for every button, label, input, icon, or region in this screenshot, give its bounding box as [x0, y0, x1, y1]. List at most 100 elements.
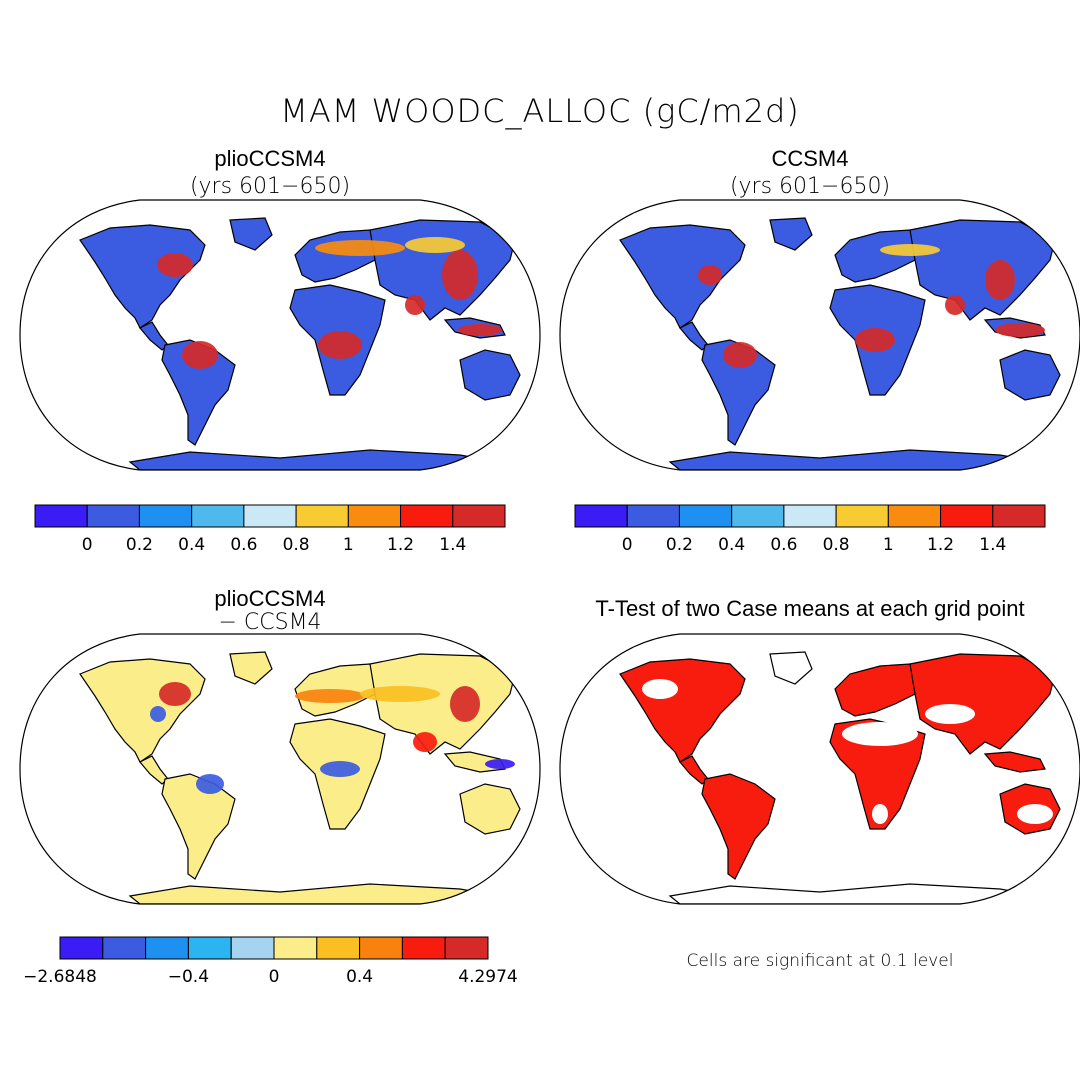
hotspot-2 [318, 331, 362, 359]
not-significant-area-3 [642, 679, 678, 699]
continent-greenland [769, 217, 813, 251]
continent-antarctica [668, 449, 1041, 470]
map-ccsm4 [559, 199, 1080, 471]
colorbar-tick-label: −2.6848 [23, 967, 97, 987]
hotspot-5 [405, 295, 425, 315]
not-significant-area-4 [1017, 804, 1053, 824]
hotspot-4 [360, 686, 440, 702]
colorbar-tick-label: 1 [883, 535, 894, 555]
panel3-title: plioCCSM4 [214, 586, 326, 611]
panel3-subtitle: − CCSM4 [218, 610, 322, 635]
significance-note: Cells are significant at 0.1 level [686, 951, 954, 971]
continent-northAmerica [619, 224, 746, 329]
not-significant-area-1 [925, 704, 975, 724]
hotspot-4 [985, 260, 1015, 300]
panel4-title: T-Test of two Case means at each grid po… [595, 596, 1025, 621]
colorbar-tick-label: 0.4 [178, 535, 205, 555]
colorbar-tick-label: 0.8 [283, 535, 310, 555]
continent-seAsia [983, 751, 1046, 773]
colorbar-panel1: 0 0.2 0.4 0.6 0.8 1 1.2 1.4 [34, 504, 506, 555]
hotspot-3 [880, 244, 940, 256]
continent-antarctica [668, 883, 1041, 904]
colorbar-tick-label: 1.4 [439, 535, 466, 555]
colorbar-swatch [230, 936, 275, 960]
continent-australia [459, 349, 521, 401]
globe-frame [19, 199, 541, 471]
map-pliocCSM4 [19, 199, 541, 471]
colorbar-swatch [295, 504, 349, 528]
colorbar-swatch [359, 936, 403, 960]
colorbar-tick-label: 0.6 [230, 535, 257, 555]
colorbar-swatch [626, 504, 680, 528]
colorbar-tick-label: 0.2 [666, 535, 693, 555]
colorbar-tick-label: 0.6 [770, 535, 797, 555]
colorbar-swatch [401, 936, 446, 960]
colorbar-tick-label: 0.2 [126, 535, 153, 555]
continent-southAmerica [701, 773, 776, 880]
not-significant-area-2 [872, 804, 888, 824]
colorbar-swatch [316, 936, 361, 960]
continent-southAmerica [161, 339, 236, 446]
hotspot-5 [450, 686, 480, 722]
continent-australia [999, 349, 1061, 401]
colorbar-tick-label: 1.2 [387, 535, 414, 555]
colorbar-swatch [102, 936, 147, 960]
colorbar-swatch [191, 504, 245, 528]
panel2-subtitle: (yrs 601−650) [729, 174, 891, 199]
colorbar-swatch [273, 936, 318, 960]
hotspot-0 [157, 253, 193, 277]
colorbar-swatch [59, 936, 104, 960]
globe-frame [19, 633, 541, 905]
hotspot-1 [150, 706, 166, 722]
colorbar-tick-label: 1 [343, 535, 354, 555]
hotspot-6 [413, 732, 437, 752]
colorbar-swatch [783, 504, 837, 528]
continent-greenland [229, 217, 273, 251]
colorbar-swatch [678, 504, 733, 528]
hotspot-2 [196, 774, 224, 794]
colorbar-tick-label: 0.8 [823, 535, 850, 555]
panel2-title: CCSM4 [771, 146, 849, 171]
figure-title: MAM WOODC_ALLOC (gC/m2d) [280, 92, 800, 130]
hotspot-6 [458, 324, 502, 336]
hotspot-0 [159, 682, 191, 706]
colorbar-swatch [243, 504, 297, 528]
colorbar-tick-label: −0.4 [168, 967, 209, 987]
map-difference [19, 633, 541, 905]
colorbar-swatch [835, 504, 889, 528]
colorbar-swatch [992, 504, 1046, 528]
colorbar-swatch [138, 504, 193, 528]
map-ttest [559, 633, 1080, 905]
hotspot-2 [855, 328, 895, 352]
hotspot-6 [945, 295, 965, 315]
continent-southAmerica [701, 339, 776, 446]
hotspot-1 [182, 341, 218, 369]
not-significant-area-0 [842, 722, 918, 746]
colorbar-swatch [444, 936, 489, 960]
colorbar-swatch [452, 504, 506, 528]
colorbar-tick-label: 1.4 [979, 535, 1006, 555]
hotspot-1 [723, 342, 757, 368]
colorbar-swatch [145, 936, 189, 960]
continent-greenland [769, 651, 813, 685]
colorbar-swatch [940, 504, 994, 528]
colorbar-tick-label: 4.2974 [458, 967, 517, 987]
hotspot-5 [995, 323, 1045, 337]
globe-frame [559, 633, 1080, 905]
continent-antarctica [128, 883, 501, 904]
colorbar-tick-label: 1.2 [927, 535, 954, 555]
hotspot-7 [405, 237, 465, 253]
colorbar-swatch [887, 504, 942, 528]
continent-greenland [229, 651, 273, 685]
colorbar-tick-label: 0.4 [718, 535, 745, 555]
globe-frame [559, 199, 1080, 471]
colorbar-tick-label: 0 [82, 535, 93, 555]
colorbar-tick-label: 0 [622, 535, 633, 555]
colorbar-swatch [400, 504, 454, 528]
colorbar-swatch [86, 504, 140, 528]
continent-australia [459, 783, 521, 835]
colorbar-swatch [574, 504, 628, 528]
colorbar-swatch [731, 504, 785, 528]
hotspot-0 [698, 265, 722, 285]
hotspot-4 [442, 250, 478, 300]
